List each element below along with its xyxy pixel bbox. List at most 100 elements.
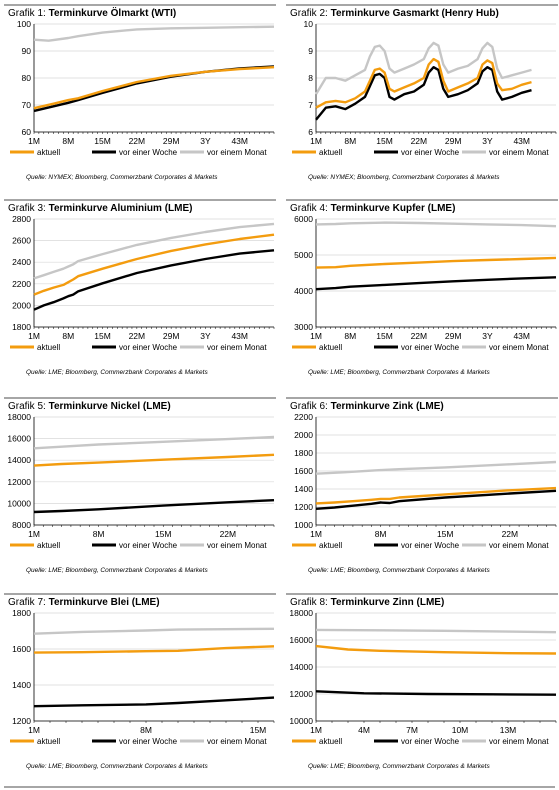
chart-panel-7: Grafik 7: Terminkurve Blei (LME) 1200 1400… bbox=[4, 593, 276, 783]
chart-prefix: Grafik 1: bbox=[8, 8, 46, 19]
x-tick-label: 13M bbox=[500, 725, 517, 735]
y-tick-label: 2800 bbox=[12, 214, 31, 224]
legend: aktuell vor einer Woche vor einem Monat bbox=[292, 148, 549, 157]
series-line-current bbox=[315, 57, 532, 109]
legend-label: vor einem Monat bbox=[207, 148, 267, 157]
bottom-rule bbox=[4, 786, 555, 788]
x-tick-label: 8M bbox=[93, 529, 105, 539]
y-tick-label: 2400 bbox=[12, 257, 31, 267]
x-tick-label: 10M bbox=[452, 725, 469, 735]
legend: aktuell vor einer Woche vor einem Monat bbox=[292, 737, 549, 746]
top-rule bbox=[286, 199, 558, 201]
chart-prefix: Grafik 5: bbox=[8, 401, 46, 412]
legend-label: vor einer Woche bbox=[401, 343, 460, 352]
y-tick-label: 16000 bbox=[7, 434, 31, 444]
x-tick-label: 29M bbox=[163, 331, 180, 341]
series-line-current bbox=[33, 645, 275, 654]
series-line-month bbox=[33, 222, 275, 280]
x-tick-label: 1M bbox=[310, 136, 322, 146]
x-tick-label: 3Y bbox=[200, 136, 211, 146]
y-tick-label: 6000 bbox=[294, 214, 313, 224]
line-chart: 3000 4000 5000 6000 1M 8M 15M 22M 29M 3Y 43M aktuel… bbox=[292, 214, 557, 352]
legend-label: vor einer Woche bbox=[401, 148, 460, 157]
x-tick-label: 3Y bbox=[482, 331, 493, 341]
legend-label: aktuell bbox=[319, 343, 342, 352]
series-line-week bbox=[315, 66, 532, 121]
x-tick-label: 29M bbox=[163, 136, 180, 146]
chart-title-text: Terminkurve Gasmarkt (Henry Hub) bbox=[330, 8, 499, 19]
chart-title-text: Terminkurve Kupfer (LME) bbox=[330, 203, 456, 214]
y-tick-label: 1400 bbox=[12, 680, 31, 690]
top-rule bbox=[286, 593, 558, 595]
y-tick-label: 1600 bbox=[12, 644, 31, 654]
chart-prefix: Grafik 8: bbox=[290, 597, 328, 608]
series-line-week bbox=[33, 696, 275, 708]
series-line-month bbox=[33, 435, 275, 450]
series-line-month bbox=[314, 41, 532, 95]
top-rule bbox=[4, 4, 276, 6]
y-tick-label: 1400 bbox=[294, 484, 313, 494]
chart-panel-1: Grafik 1: Terminkurve Ölmarkt (WTI) 60 70 8… bbox=[4, 4, 276, 194]
y-tick-label: 10 bbox=[304, 19, 314, 29]
y-tick-label: 10000 bbox=[289, 716, 313, 726]
top-rule bbox=[4, 199, 276, 201]
x-tick-label: 7M bbox=[406, 725, 418, 735]
x-tick-label: 8M bbox=[375, 529, 387, 539]
y-tick-label: 8 bbox=[308, 73, 313, 83]
source-note: Quelle: LME; Bloomberg, Commerzbank Corp… bbox=[26, 567, 208, 574]
series-line-week bbox=[315, 276, 557, 291]
chart-title: Grafik 6: Terminkurve Zink (LME) bbox=[290, 401, 444, 413]
series-line-week bbox=[33, 499, 275, 514]
top-rule bbox=[4, 593, 276, 595]
x-tick-label: 8M bbox=[62, 331, 74, 341]
series-line-current bbox=[315, 644, 557, 655]
chart-title: Grafik 4: Terminkurve Kupfer (LME) bbox=[290, 203, 455, 215]
y-tick-label: 90 bbox=[22, 46, 32, 56]
chart-title-text: Terminkurve Aluminium (LME) bbox=[48, 203, 193, 214]
y-tick-label: 4000 bbox=[294, 286, 313, 296]
top-rule bbox=[286, 397, 558, 399]
x-tick-label: 8M bbox=[344, 331, 356, 341]
y-tick-label: 12000 bbox=[289, 689, 313, 699]
x-tick-label: 1M bbox=[310, 529, 322, 539]
series-line-current bbox=[33, 66, 275, 110]
x-tick-label: 22M bbox=[502, 529, 519, 539]
source-note: Quelle: NYMEX; Bloomberg, Commerzbank Co… bbox=[26, 174, 218, 181]
y-tick-label: 8000 bbox=[12, 520, 31, 530]
series-line-current bbox=[315, 256, 557, 269]
x-tick-label: 1M bbox=[310, 725, 322, 735]
x-tick-label: 15M bbox=[376, 136, 393, 146]
x-tick-label: 3Y bbox=[482, 136, 493, 146]
line-chart: 1200 1400 1600 1800 1M 8M 15M aktuell vor einer … bbox=[10, 608, 275, 746]
legend: aktuell vor einer Woche vor einem Monat bbox=[10, 343, 267, 352]
line-chart: 60 70 80 90 100 1M 8M 15M 22M 29M 3Y 43M aktuell vor … bbox=[10, 19, 275, 157]
chart-panel-4: Grafik 4: Terminkurve Kupfer (LME) 3000 40… bbox=[286, 199, 558, 389]
series-line-current bbox=[315, 486, 557, 505]
line-chart: 1000 1200 1400 1600 1800 2000 2200 1M 8M 15M 22M ak… bbox=[292, 412, 557, 550]
legend-label: vor einem Monat bbox=[489, 541, 549, 550]
x-tick-label: 43M bbox=[513, 331, 530, 341]
series-line-month bbox=[33, 627, 275, 635]
y-tick-label: 60 bbox=[22, 127, 32, 137]
legend-label: vor einer Woche bbox=[401, 541, 460, 550]
x-tick-label: 15M bbox=[250, 725, 267, 735]
legend: aktuell vor einer Woche vor einem Monat bbox=[292, 541, 549, 550]
y-tick-label: 1800 bbox=[12, 322, 31, 332]
line-chart: 6 7 8 9 10 1M 8M 15M 22M 29M 3Y 43M aktuell vor einer… bbox=[292, 19, 557, 157]
y-tick-label: 18000 bbox=[7, 412, 31, 422]
y-tick-label: 1800 bbox=[294, 448, 313, 458]
line-chart: 10000 12000 14000 16000 18000 1M 4M 7M 10M 13M akt… bbox=[289, 608, 557, 746]
x-tick-label: 1M bbox=[310, 331, 322, 341]
series-line-month bbox=[315, 628, 557, 634]
y-tick-label: 2200 bbox=[12, 279, 31, 289]
x-tick-label: 3Y bbox=[200, 331, 211, 341]
chart-title: Grafik 2: Terminkurve Gasmarkt (Henry Hu… bbox=[290, 8, 499, 20]
legend-label: vor einer Woche bbox=[119, 148, 178, 157]
y-tick-label: 1200 bbox=[294, 502, 313, 512]
y-tick-label: 2000 bbox=[294, 430, 313, 440]
series-line-current bbox=[33, 453, 275, 467]
series-line-month bbox=[315, 460, 557, 475]
source-note: Quelle: LME; Bloomberg, Commerzbank Corp… bbox=[308, 369, 490, 376]
y-tick-label: 3000 bbox=[294, 322, 313, 332]
series-line-current bbox=[33, 233, 275, 296]
